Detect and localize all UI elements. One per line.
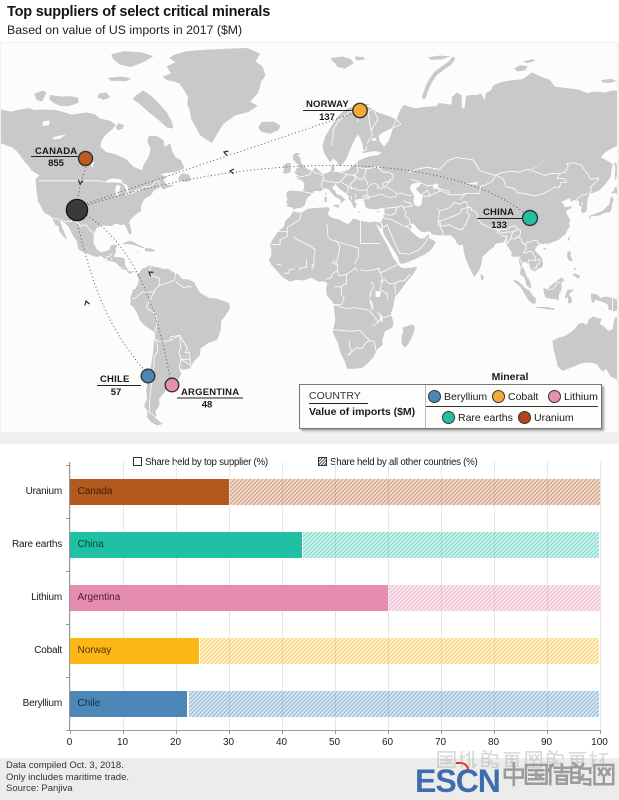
- svg-text:57: 57: [111, 387, 122, 398]
- svg-text:133: 133: [491, 220, 507, 231]
- svg-text:ARGENTINA: ARGENTINA: [181, 387, 239, 398]
- svg-text:CHINA: CHINA: [483, 207, 514, 218]
- svg-text:137: 137: [319, 112, 335, 123]
- svg-text:855: 855: [48, 158, 65, 169]
- svg-text:48: 48: [202, 400, 213, 411]
- svg-text:CANADA: CANADA: [35, 146, 77, 157]
- svg-text:CHILE: CHILE: [100, 374, 130, 385]
- svg-text:NORWAY: NORWAY: [306, 99, 349, 110]
